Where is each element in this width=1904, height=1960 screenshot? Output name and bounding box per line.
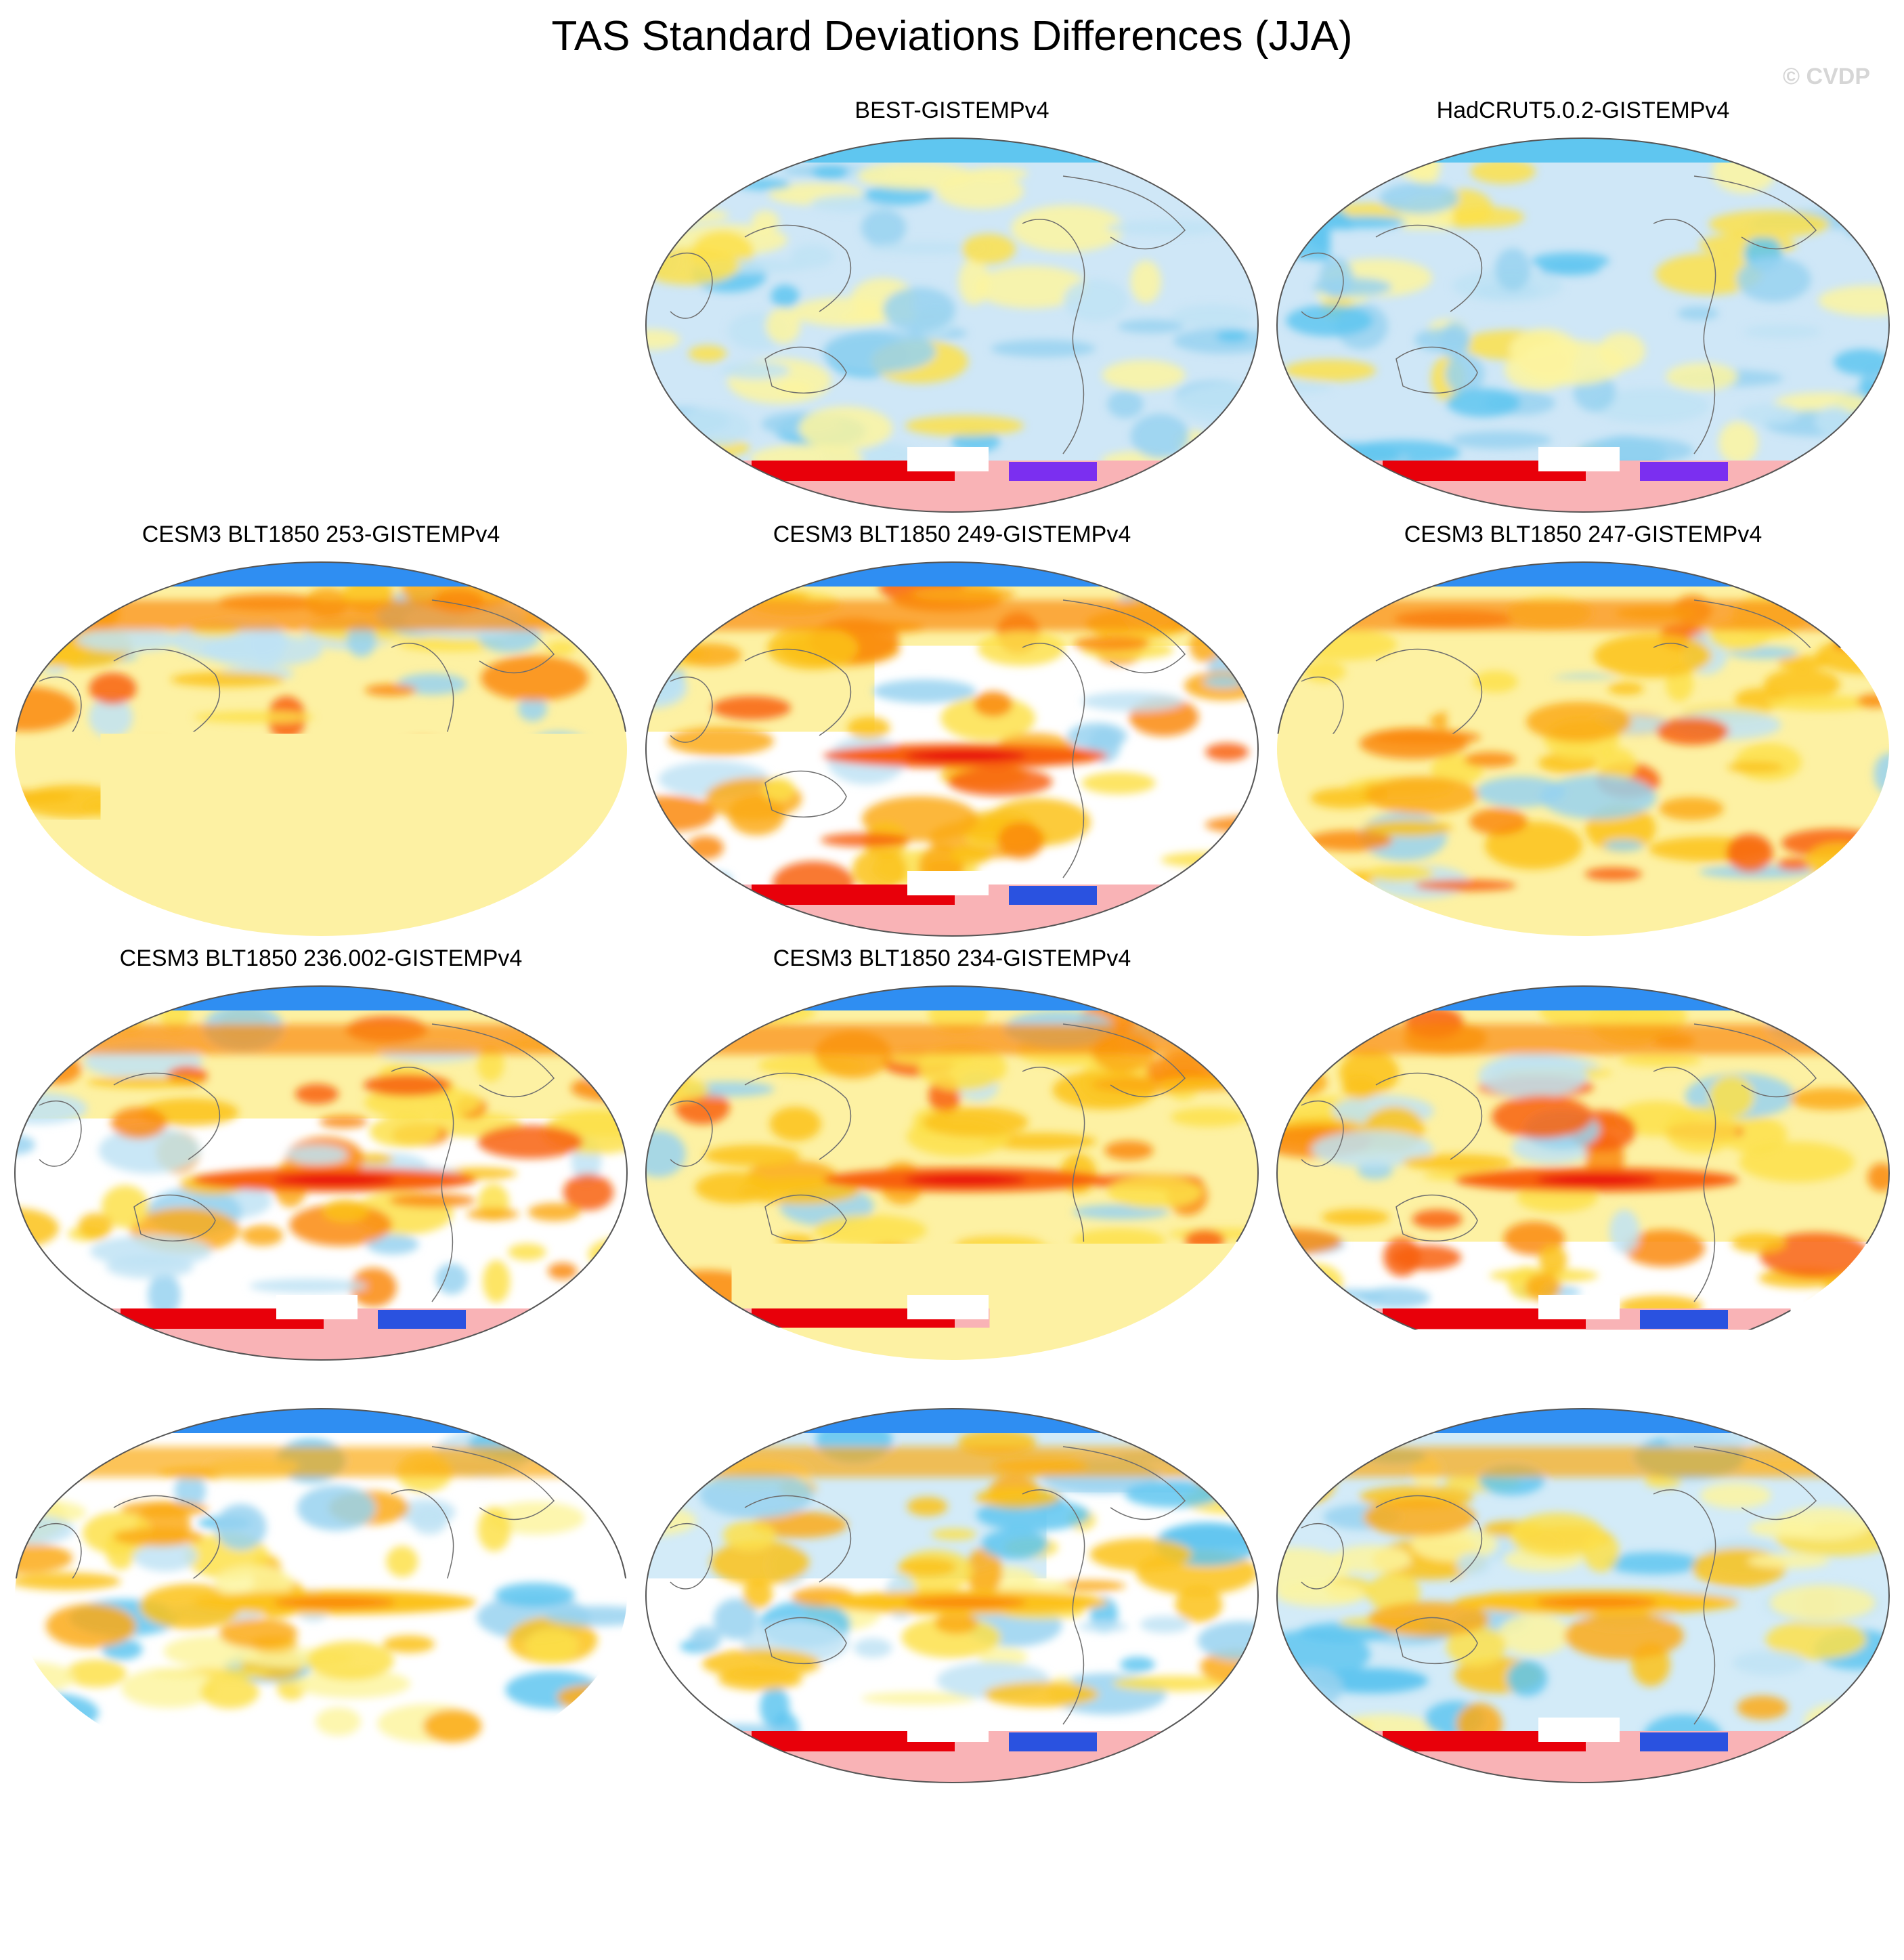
globe-map <box>1274 1406 1892 1785</box>
colorbar-bin <box>1431 1799 1491 1832</box>
globe-map <box>12 559 630 939</box>
panel-title: CESM2 piControl A-GISTEMPv4 <box>12 1368 630 1394</box>
globe-map <box>643 135 1261 515</box>
panel-title: CESM2 piControl C-GISTEMPv4 <box>1274 1368 1892 1394</box>
colorbar-bin <box>356 1799 416 1832</box>
colorbar-tick-label: 1 <box>1503 1854 1598 1891</box>
colorbar-bin <box>1371 1799 1431 1832</box>
colorbar-bin <box>595 1799 655 1832</box>
colorbar-tick-label: -0.8 <box>429 1854 523 1891</box>
colorbar-bin <box>476 1799 536 1832</box>
panel-title: CESM2 piControl B-GISTEMPv4 <box>643 1368 1261 1394</box>
colorbar-tick-label: -0.4 <box>667 1854 762 1891</box>
colorbar-tick-label: 0.2 <box>1025 1854 1120 1891</box>
figure-title: TAS Standard Deviations Differences (JJA… <box>0 12 1904 60</box>
watermark: © CVDP <box>1783 64 1870 90</box>
colorbar-bin <box>1133 1799 1193 1832</box>
globe-map <box>12 983 630 1363</box>
panel-title: BEST-GISTEMPv4 <box>643 98 1261 124</box>
colorbar-bin <box>1192 1799 1253 1832</box>
colorbar-bin <box>894 1799 954 1832</box>
panel-title: CESM3 BLT1850 247-GISTEMPv4 <box>1274 521 1892 548</box>
colorbar-tick-label: -0.2 <box>787 1854 882 1891</box>
panel-title: CESM3 BLT1850 236.002-GISTEMPv4 <box>12 945 630 972</box>
globe-map <box>12 1406 630 1785</box>
panel-title: CESM3 BLT1850 234-GISTEMPv4 <box>643 945 1261 972</box>
colorbar-bin <box>953 1799 1014 1832</box>
globe-map <box>643 1406 1261 1785</box>
colorbar-bin <box>1491 1799 1551 1832</box>
panel-title: HadCRUT5.0.2-GISTEMPv4 <box>1274 98 1892 124</box>
panel-title: CESM3 BLT1850 253-GISTEMPv4 <box>12 521 630 548</box>
colorbar-bin <box>714 1799 775 1832</box>
colorbar-tick-label: 0.6 <box>1264 1854 1359 1891</box>
colorbar-bin <box>774 1799 834 1832</box>
panel-title: CESM3 BLT1850 216_fsd-GISTEMPv4 <box>1274 945 1892 972</box>
globe-map <box>643 983 1261 1363</box>
globe-map <box>1274 135 1892 515</box>
colorbar-tick-label: -1 <box>309 1854 404 1891</box>
globe-map <box>643 559 1261 939</box>
colorbar-bin <box>1551 1799 1610 1832</box>
globe-map <box>1274 983 1892 1363</box>
globe-map <box>1274 559 1892 939</box>
colorbar-bin <box>297 1799 357 1832</box>
panel-title: CESM3 BLT1850 249-GISTEMPv4 <box>643 521 1261 548</box>
colorbar-bin <box>536 1799 596 1832</box>
colorbar-tick-label: 0.4 <box>1145 1854 1240 1891</box>
colorbar-bin <box>416 1799 476 1832</box>
colorbar-tick-label: 0.8 <box>1383 1854 1478 1891</box>
colorbar-tick-label: 0 <box>906 1854 1001 1891</box>
colorbar-bin <box>1252 1799 1312 1832</box>
colorbar-bin <box>1312 1799 1372 1832</box>
colorbar-bin <box>655 1799 715 1832</box>
colorbar-bin <box>1013 1799 1073 1832</box>
colorbar-bin <box>834 1799 894 1832</box>
colorbar <box>297 1799 1610 1832</box>
colorbar-units: C <box>914 1907 990 1944</box>
colorbar-tick-label: -0.6 <box>548 1854 643 1891</box>
colorbar-bin <box>1073 1799 1133 1832</box>
